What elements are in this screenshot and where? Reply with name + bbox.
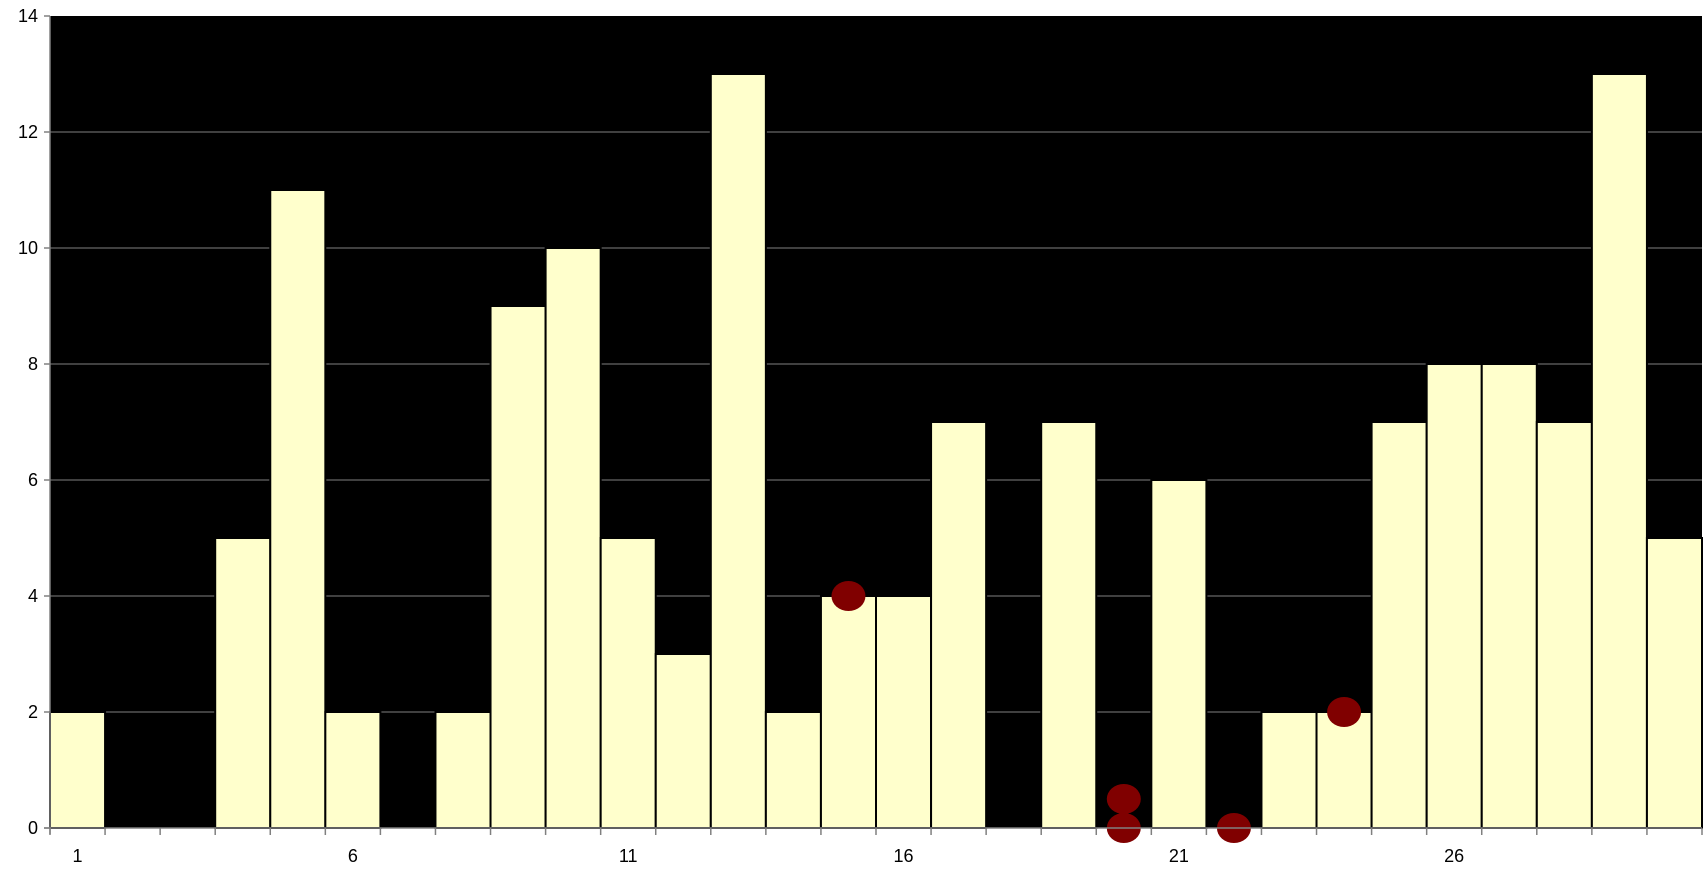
- bar: [49, 711, 107, 829]
- x-tick-label: 16: [894, 846, 914, 866]
- bar: [599, 537, 657, 829]
- bar: [214, 537, 272, 829]
- y-tick-label: 6: [28, 470, 38, 490]
- y-axis-tick-labels: 0 2 4 6 8 10 12 14: [18, 6, 38, 838]
- bar: [930, 421, 988, 829]
- y-tick-label: 12: [18, 122, 38, 142]
- bar: [1535, 421, 1593, 829]
- marker-point: [831, 581, 866, 611]
- bar: [324, 711, 382, 829]
- y-tick-label: 8: [28, 354, 38, 374]
- bar: [434, 711, 492, 829]
- y-tick-label: 14: [18, 6, 38, 26]
- bar: [1370, 421, 1428, 829]
- bar: [269, 189, 327, 829]
- bar: [1645, 537, 1704, 829]
- bar: [1590, 73, 1648, 829]
- bar: [1260, 711, 1318, 829]
- bar: [1425, 363, 1483, 829]
- y-tick-label: 10: [18, 238, 38, 258]
- marker-point: [1106, 784, 1141, 814]
- x-axis-tick-labels: 1 6 11 16 21 26: [73, 846, 1465, 866]
- axes: [44, 15, 1703, 835]
- bar: [819, 595, 878, 829]
- bar: [1315, 711, 1373, 829]
- x-tick-label: 11: [619, 846, 638, 866]
- y-tick-label: 2: [28, 702, 38, 722]
- bar: [764, 711, 822, 829]
- bar: [709, 73, 767, 829]
- bar: [875, 595, 933, 829]
- bar: [1040, 421, 1098, 829]
- bar: [654, 653, 712, 829]
- bar: [544, 247, 602, 829]
- bars: [49, 73, 1704, 829]
- y-tick-label: 0: [28, 818, 38, 838]
- x-tick-label: 21: [1169, 846, 1189, 866]
- x-tick-label: 6: [348, 846, 358, 866]
- x-tick-label: 26: [1444, 846, 1464, 866]
- markers: [831, 581, 1362, 843]
- x-tick-label: 1: [73, 846, 83, 866]
- bar: [489, 305, 547, 829]
- marker-point: [1327, 697, 1362, 727]
- y-tick-label: 4: [28, 586, 38, 606]
- bar: [1480, 363, 1538, 829]
- bar: [1150, 479, 1208, 829]
